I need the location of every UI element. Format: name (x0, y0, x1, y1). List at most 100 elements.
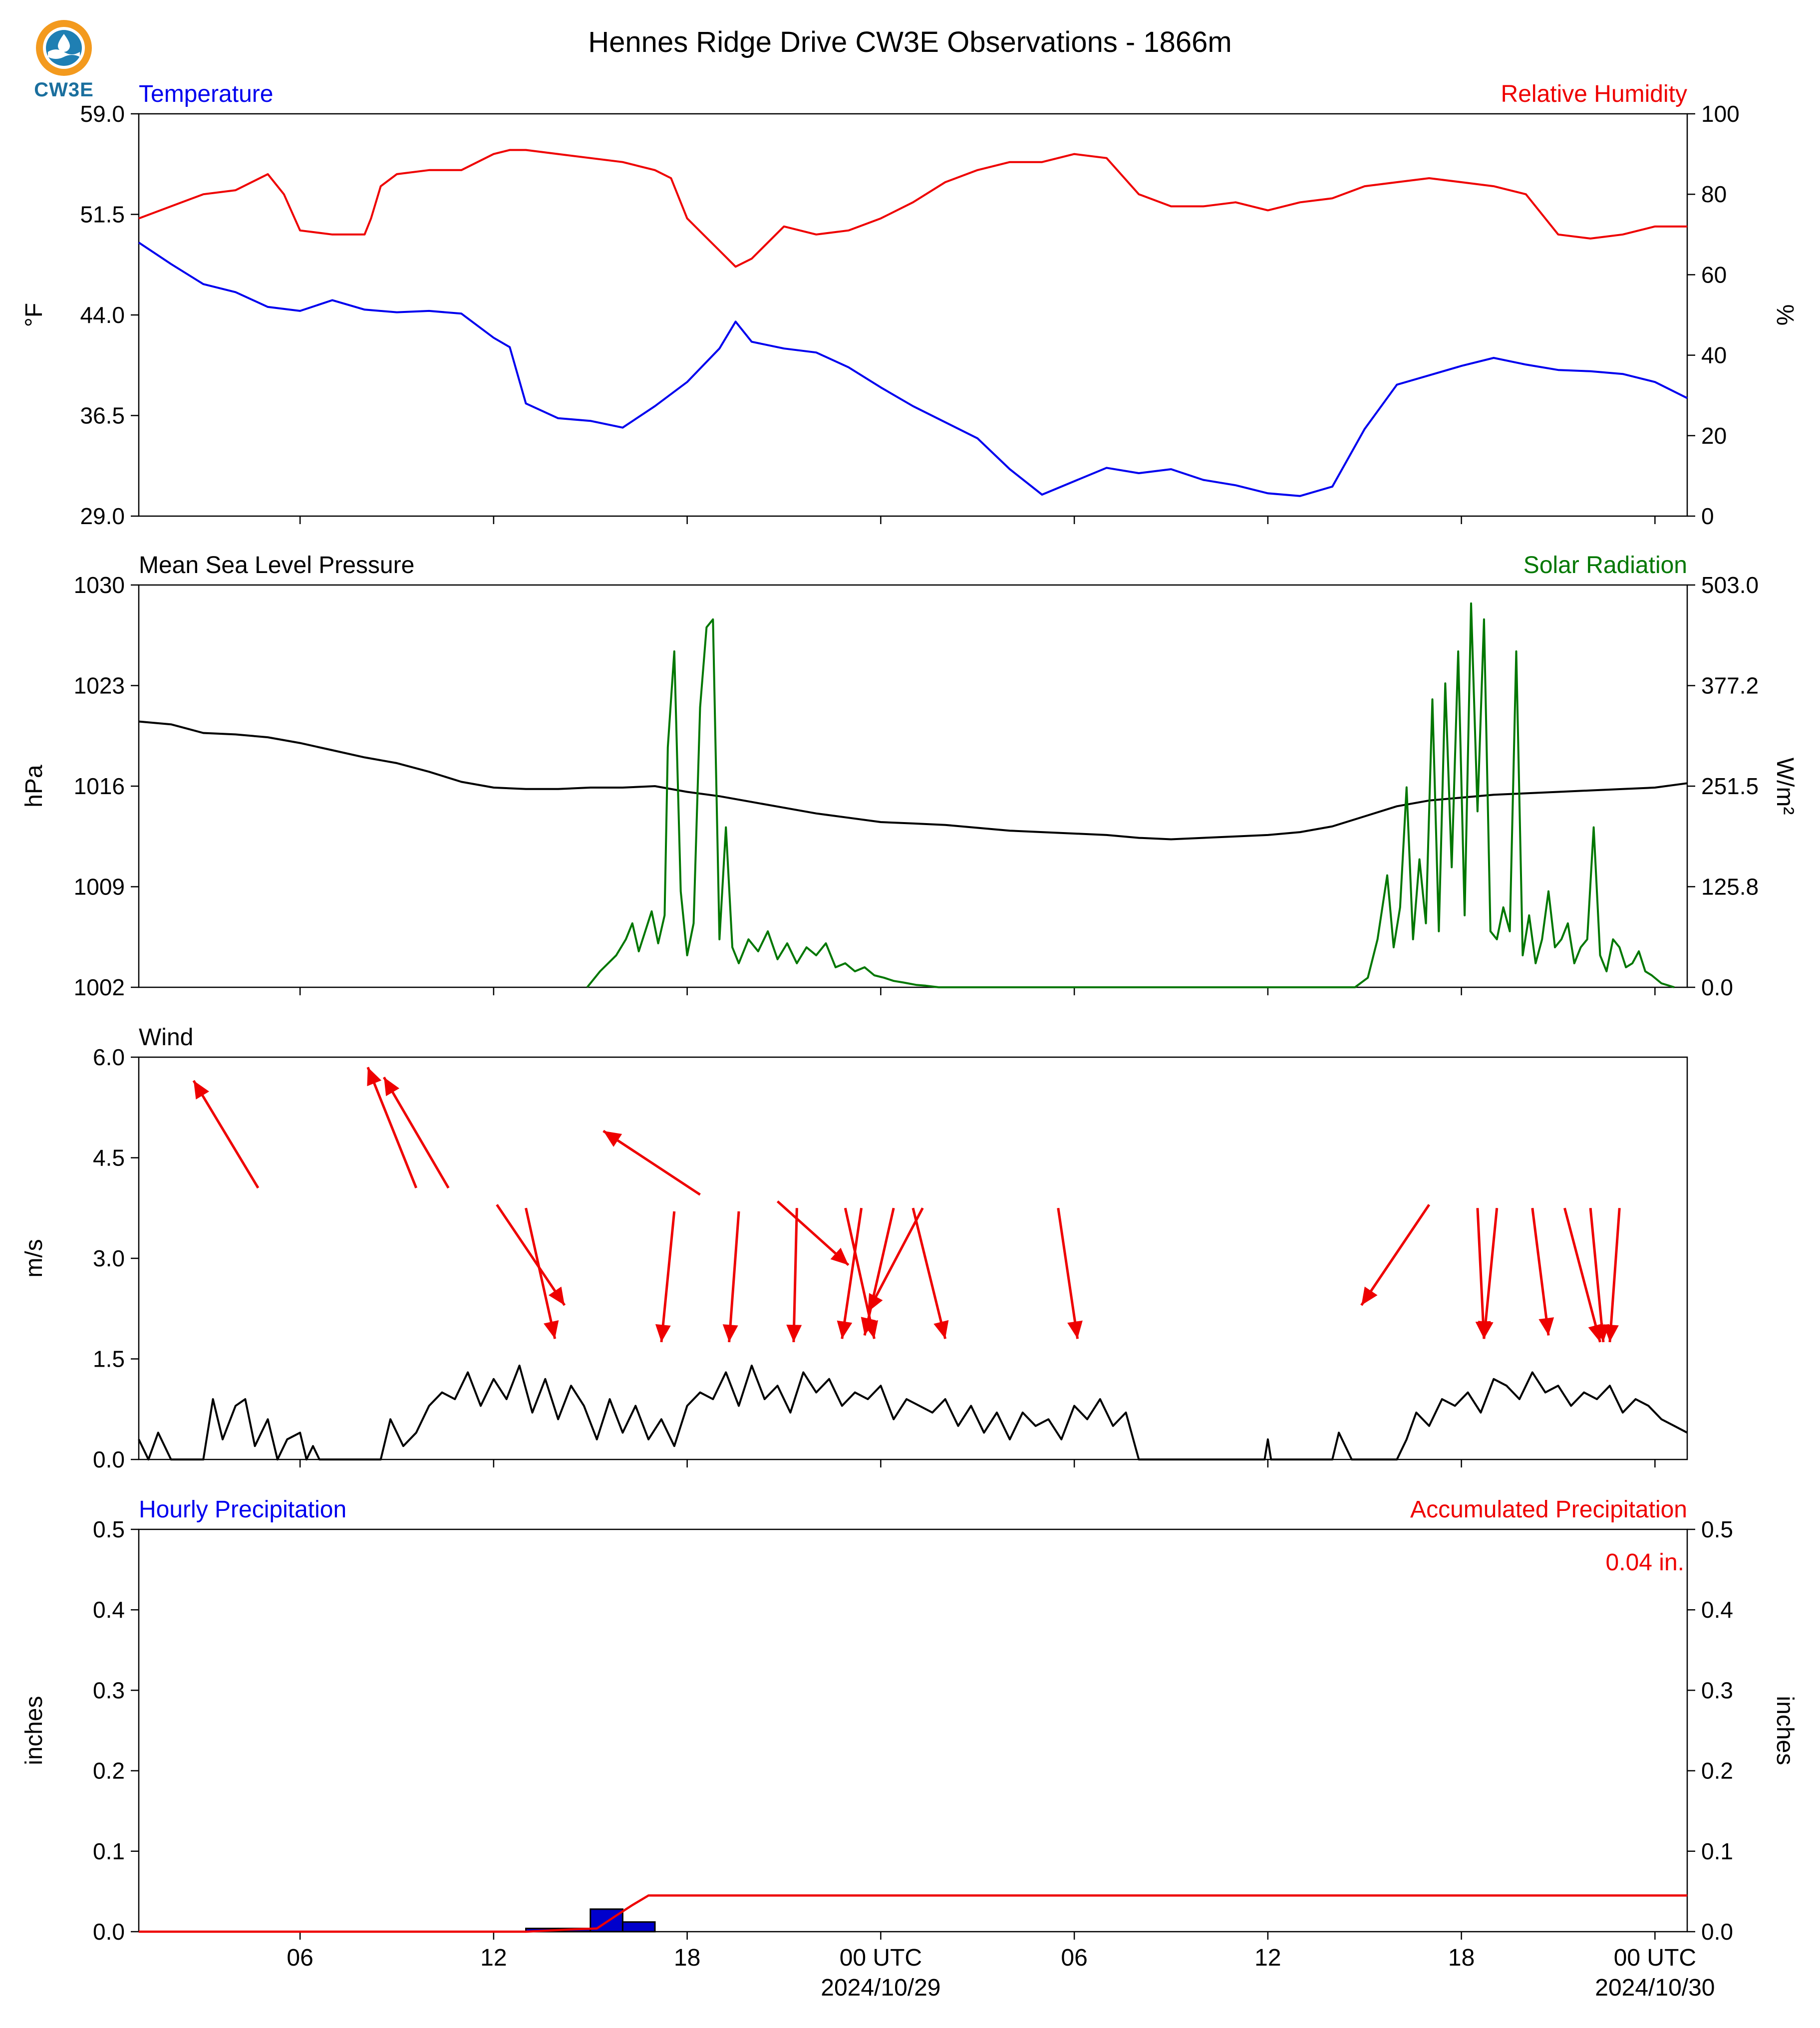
panels: Temperature Relative Humidity 29.0 36.5 44.0… (21, 81, 1798, 2001)
series-wind (138, 1364, 1688, 1460)
plot-frame (138, 1056, 1688, 1460)
wind-arrow-head (1361, 1286, 1378, 1306)
plot-frame (138, 1528, 1688, 1933)
y-tick-label-left: 1023 (74, 673, 125, 699)
wind-arrow-shaft (792, 1208, 798, 1342)
panel-2: Mean Sea Level Pressure Solar Radiation 10… (21, 552, 1798, 1000)
x-tick-label: 00 UTC (1614, 1945, 1696, 1971)
wind-arrow (366, 1067, 418, 1188)
wind-arrow-shaft (1057, 1207, 1079, 1339)
wind-arrow-shaft (728, 1211, 740, 1343)
wind-arrow (382, 1077, 450, 1189)
panel-4: Hourly Precipitation Accumulated Precipit… (21, 1496, 1798, 2001)
wind-arrow-head (548, 1286, 565, 1306)
wind-arrow-shaft (1589, 1208, 1605, 1343)
y-tick-label-left: 1009 (74, 874, 125, 900)
wind-arrow (496, 1204, 566, 1306)
x-tick-label: 12 (480, 1945, 507, 1971)
y-axis-label-right: % (1772, 304, 1798, 326)
x-tick-label: 12 (1254, 1945, 1281, 1971)
wind-arrow (861, 1207, 895, 1336)
y-tick-label-left: 1030 (74, 572, 125, 598)
wind-arrow (655, 1211, 676, 1343)
y-tick-label-right: 20 (1701, 423, 1727, 449)
panel-left-title: Wind (139, 1024, 193, 1051)
y-tick-label-left: 3.0 (93, 1245, 125, 1271)
wind-arrow-head (1478, 1321, 1494, 1339)
wind-arrow (776, 1200, 850, 1266)
wind-arrow (837, 1207, 863, 1339)
plot-frame (138, 113, 1688, 517)
panel-right-title: Solar Radiation (1523, 552, 1687, 579)
wind-arrow (867, 1207, 924, 1313)
wind-arrow-shaft (660, 1211, 676, 1343)
series-temperature (138, 242, 1688, 497)
y-axis-label-left: inches (21, 1696, 47, 1765)
y-tick-label-left: 0.2 (93, 1758, 125, 1784)
wind-arrow-head (933, 1320, 949, 1339)
y-tick-label-left: 0.0 (93, 1919, 125, 1945)
y-axis-label-left: hPa (21, 765, 47, 808)
y-tick-label-right: 377.2 (1701, 673, 1759, 699)
wind-arrow-shaft (1483, 1208, 1499, 1339)
wind-arrow (911, 1207, 949, 1339)
cw3e-logo: CW3E (29, 17, 99, 107)
wind-arrow (1589, 1208, 1610, 1343)
y-tick-label-left: 0.0 (93, 1447, 125, 1472)
wind-arrow-shaft (382, 1077, 450, 1189)
panel-3: Wind 0.0 1.5 3.0 4.5 6.0 m/s (21, 1024, 1688, 1472)
wind-arrow (1478, 1208, 1499, 1339)
y-tick-label-left: 1016 (74, 773, 125, 799)
y-tick-label-left: 0.3 (93, 1677, 125, 1703)
wind-arrow-shaft (366, 1067, 418, 1188)
accumulated-total-label: 0.04 in. (1606, 1549, 1684, 1576)
wind-arrow-shaft (496, 1204, 566, 1306)
y-tick-label-right: 0 (1701, 503, 1714, 529)
y-tick-label-left: 1002 (74, 974, 125, 1000)
y-tick-label-right: 0.2 (1701, 1758, 1733, 1784)
wind-arrow-shaft (1360, 1204, 1431, 1306)
figure-title: Hennes Ridge Drive CW3E Observations - 1… (588, 26, 1231, 58)
series-accumulated-precipitation (139, 1894, 1687, 1933)
panel-right-title: Accumulated Precipitation (1410, 1496, 1687, 1523)
y-axis-label-left: °F (21, 303, 47, 327)
panel-left-title: Hourly Precipitation (139, 1496, 346, 1523)
y-tick-label-right: 60 (1701, 262, 1727, 288)
y-tick-label-right: 0.0 (1701, 1919, 1733, 1945)
precip-bar (621, 1921, 656, 1933)
logo-text: CW3E (34, 79, 94, 101)
panel-right-title: Relative Humidity (1501, 81, 1687, 107)
panel-1: Temperature Relative Humidity 29.0 36.5 44.0… (21, 81, 1798, 529)
y-tick-label-left: 6.0 (93, 1044, 125, 1070)
y-axis-label-right: W/m² (1772, 758, 1798, 815)
y-tick-label-right: 40 (1701, 342, 1727, 368)
wind-arrow-shaft (192, 1080, 260, 1189)
wind-arrow-shaft (1476, 1208, 1486, 1339)
y-tick-label-left: 0.1 (93, 1838, 125, 1864)
y-tick-label-left: 4.5 (93, 1145, 125, 1171)
x-tick-label: 18 (674, 1945, 700, 1971)
x-tick-sublabel: 2024/10/30 (1595, 1975, 1715, 2001)
y-tick-label-right: 0.3 (1701, 1677, 1733, 1703)
y-tick-label-right: 0.1 (1701, 1838, 1733, 1864)
wind-arrow-head (722, 1324, 738, 1342)
y-tick-label-left: 29.0 (80, 503, 125, 529)
wind-arrow-head (655, 1324, 671, 1342)
wind-arrow (1531, 1207, 1554, 1336)
wind-arrow (722, 1211, 740, 1343)
y-tick-label-right: 80 (1701, 181, 1727, 207)
wind-arrow (1057, 1207, 1083, 1339)
y-tick-label-right: 100 (1701, 101, 1740, 127)
y-axis-label-left: m/s (21, 1239, 47, 1277)
wind-arrow (786, 1208, 802, 1342)
x-tick-label: 06 (287, 1945, 313, 1971)
wind-arrow-shaft (1608, 1208, 1621, 1343)
wind-arrow-shaft (867, 1207, 924, 1313)
wind-arrow-head (868, 1293, 883, 1312)
wind-arrow (1360, 1204, 1431, 1306)
wind-arrow (1475, 1208, 1491, 1339)
y-tick-label-right: 125.8 (1701, 873, 1759, 899)
wind-arrow-head (786, 1324, 802, 1342)
y-tick-label-left: 51.5 (80, 202, 125, 228)
